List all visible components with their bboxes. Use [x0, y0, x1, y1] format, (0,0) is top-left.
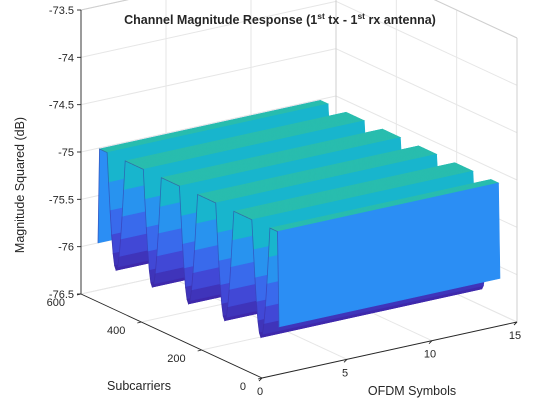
- x-tick-mark: [343, 359, 348, 363]
- z-axis-label: Magnitude Squared (dB): [13, 117, 27, 253]
- box-edge: [80, 0, 129, 11]
- x-axis-line: [261, 321, 518, 379]
- chart-title: Channel Magnitude Response (1st tx - 1st…: [124, 11, 436, 27]
- z-tick-label: -75: [58, 147, 74, 159]
- z-tick-label: -74.5: [49, 100, 74, 112]
- z-tick-label: -76.5: [49, 289, 74, 301]
- y-tick-mark: [137, 321, 142, 324]
- wall-grid-line: [335, 0, 518, 86]
- y-tick-mark: [197, 349, 202, 352]
- z-tick-label: -76: [58, 242, 74, 254]
- wall-grid-line: [335, 95, 518, 181]
- x-axis-label: OFDM Symbols: [368, 384, 456, 398]
- z-tick-label: -74: [58, 52, 74, 64]
- surface-front-edge: [97, 148, 280, 339]
- wall-grid-line: [335, 48, 518, 134]
- box-edge: [433, 0, 518, 39]
- x-tick-label: 10: [424, 349, 436, 361]
- y-tick-label: 0: [240, 381, 246, 393]
- x-tick-label: 15: [509, 330, 521, 342]
- y-axis-line: [80, 293, 263, 379]
- wall-grid-line: [80, 48, 337, 106]
- surface-plot: [97, 100, 501, 339]
- tick-labels: 0 5 10 15 0 200 400 600 -73.5 -74 -74.5 -75 -75.5 -76…: [47, 5, 521, 398]
- z-tick-label: -75.5: [49, 194, 74, 206]
- x-tick-mark: [513, 321, 518, 326]
- x-tick-label: 5: [342, 367, 348, 379]
- x-tick-label: 0: [257, 386, 263, 398]
- z-tick-label: -73.5: [49, 5, 74, 17]
- y-tick-label: 400: [107, 325, 125, 337]
- x-tick-mark: [428, 340, 433, 344]
- y-tick-label: 600: [47, 297, 65, 309]
- y-tick-label: 200: [167, 353, 185, 365]
- wall-grid-line: [80, 95, 337, 153]
- wall-grid-line: [80, 0, 337, 58]
- y-tick-mark: [257, 377, 263, 380]
- y-axis-label: Subcarriers: [107, 379, 171, 393]
